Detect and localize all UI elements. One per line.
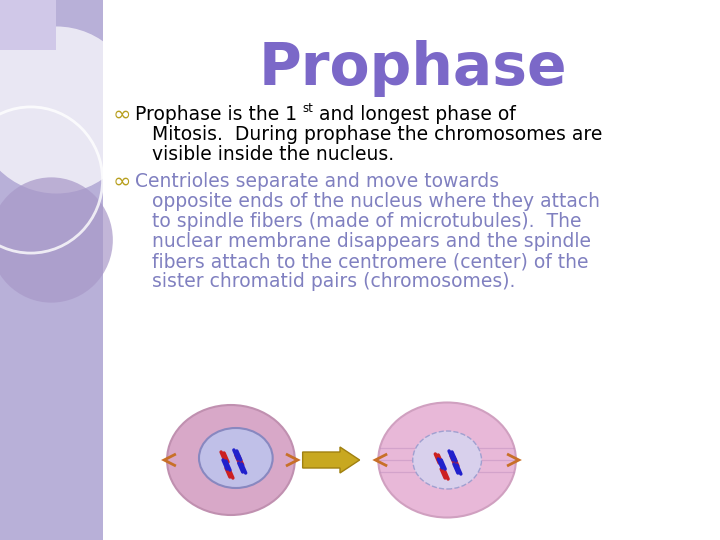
Text: ∞: ∞ [113, 172, 132, 192]
Text: fibers attach to the centromere (center) of the: fibers attach to the centromere (center)… [153, 252, 589, 271]
Text: ∞: ∞ [113, 105, 132, 125]
Text: and longest phase of: and longest phase of [313, 105, 516, 124]
Bar [0, 0, 56, 50]
Text: sister chromatid pairs (chromosomes).: sister chromatid pairs (chromosomes). [153, 272, 516, 291]
Ellipse shape [199, 428, 273, 488]
Text: to spindle fibers (made of microtubules).  The: to spindle fibers (made of microtubules)… [153, 212, 582, 231]
Ellipse shape [0, 26, 138, 193]
FancyArrow shape [302, 447, 360, 473]
Text: st: st [302, 102, 313, 115]
Text: Centrioles separate and move towards: Centrioles separate and move towards [135, 172, 499, 191]
Text: Prophase: Prophase [258, 40, 567, 97]
Bar [0, 0, 102, 540]
Ellipse shape [0, 177, 113, 302]
Text: visible inside the nucleus.: visible inside the nucleus. [153, 145, 395, 164]
Ellipse shape [378, 402, 516, 517]
Ellipse shape [413, 431, 482, 489]
Text: nuclear membrane disappears and the spindle: nuclear membrane disappears and the spin… [153, 232, 591, 251]
Text: Prophase is the 1: Prophase is the 1 [135, 105, 297, 124]
Text: opposite ends of the nucleus where they attach: opposite ends of the nucleus where they … [153, 192, 600, 211]
Ellipse shape [167, 405, 294, 515]
Text: Mitosis.  During prophase the chromosomes are: Mitosis. During prophase the chromosomes… [153, 125, 603, 144]
